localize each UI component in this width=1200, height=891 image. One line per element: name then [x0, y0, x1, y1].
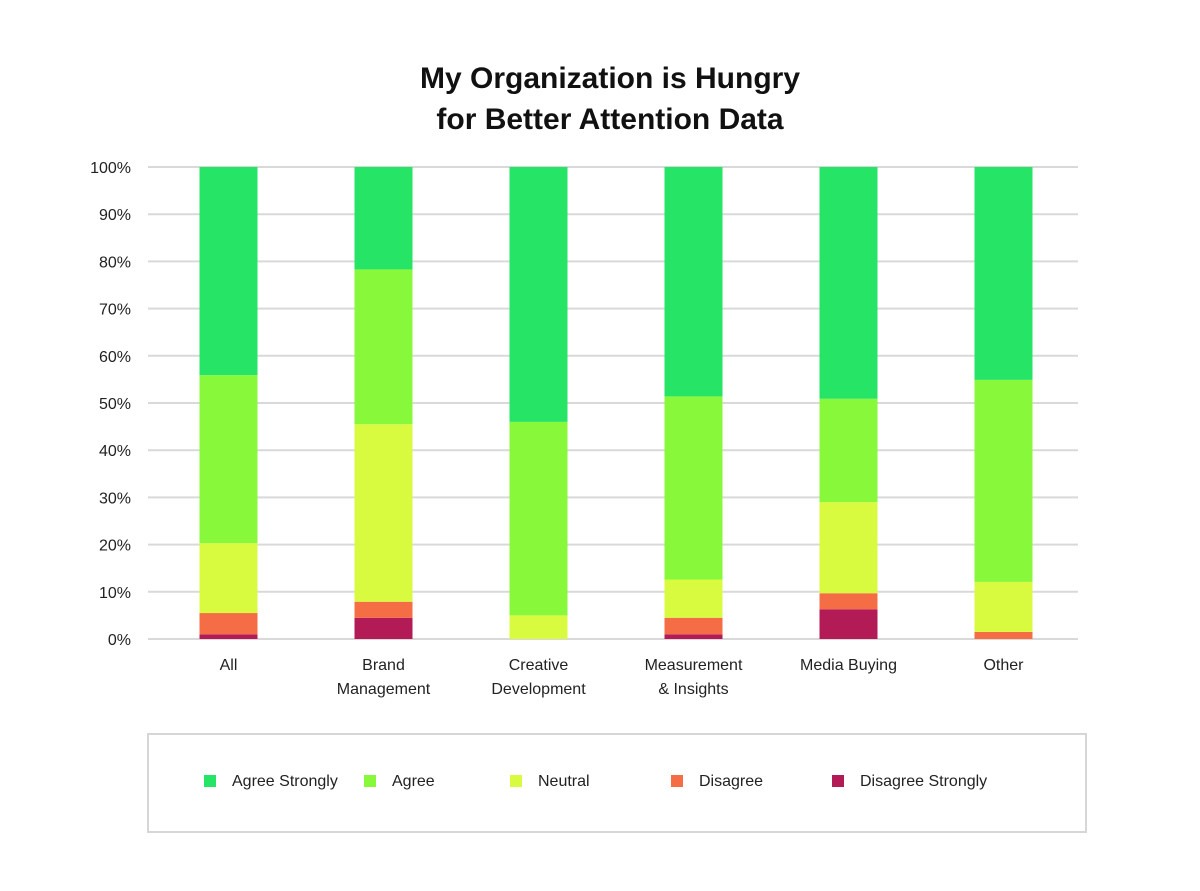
legend-swatch — [510, 775, 522, 787]
legend-item: Neutral — [510, 773, 590, 790]
bar-segment — [819, 502, 878, 594]
bar-segment — [664, 579, 723, 618]
bar-segment — [819, 609, 878, 639]
bar-segment — [199, 634, 258, 639]
legend: Agree Strongly Agree Neutral Disagree Disagr… — [204, 773, 987, 790]
bar-segment — [509, 167, 568, 422]
bar-segment — [664, 167, 723, 397]
x-category-label: Measurement — [645, 657, 743, 674]
y-tick-label: 90% — [99, 207, 131, 224]
bar-segment — [354, 269, 413, 425]
bar-segment — [509, 421, 568, 616]
y-tick-label: 10% — [99, 585, 131, 602]
legend-box — [147, 733, 1087, 833]
bar-segment — [819, 167, 878, 399]
y-axis-ticks: 0% 10% 20% 30% 40% 50% 60% 70% 80% 90% 100% — [90, 160, 131, 649]
x-category-label: Management — [337, 681, 431, 698]
x-category-label: All — [220, 657, 238, 674]
bar-segment — [509, 615, 568, 639]
legend-label: Disagree Strongly — [860, 773, 987, 790]
y-tick-label: 60% — [99, 349, 131, 366]
bar-segment — [354, 617, 413, 639]
bar-segment — [354, 167, 413, 270]
x-category-label: Development — [491, 681, 586, 698]
legend-item: Disagree Strongly — [832, 773, 987, 790]
bar-segment — [199, 167, 258, 376]
y-tick-label: 50% — [99, 396, 131, 413]
bar-segment — [199, 375, 258, 544]
bar-segment — [664, 396, 723, 580]
y-tick-label: 100% — [90, 160, 131, 177]
chart-title-line-2: for Better Attention Data — [436, 103, 784, 136]
bar-segment — [199, 613, 258, 635]
x-axis-labels: All Brand Management Creative Development Mea… — [220, 657, 1025, 698]
y-tick-label: 0% — [108, 632, 131, 649]
legend-swatch — [671, 775, 683, 787]
y-tick-label: 80% — [99, 254, 131, 271]
bar-segment — [974, 167, 1033, 380]
legend-label: Neutral — [538, 773, 590, 790]
legend-swatch — [832, 775, 844, 787]
y-tick-label: 20% — [99, 538, 131, 555]
bar-segment — [664, 617, 723, 635]
bar-segment — [974, 581, 1033, 632]
bar-segment — [354, 601, 413, 618]
legend-item: Disagree — [671, 773, 763, 790]
bar-segment — [664, 634, 723, 639]
legend-label: Agree — [392, 773, 435, 790]
bar-segment — [974, 631, 1033, 639]
legend-swatch — [364, 775, 376, 787]
legend-swatch — [204, 775, 216, 787]
chart-title-line-1: My Organization is Hungry — [420, 62, 800, 95]
bar-segment — [819, 593, 878, 610]
legend-label: Disagree — [699, 773, 763, 790]
bar-segment — [819, 398, 878, 503]
bar-segment — [974, 379, 1033, 582]
x-category-label: Brand — [362, 657, 405, 674]
x-category-label: & Insights — [658, 681, 728, 698]
bars — [199, 167, 1033, 639]
y-tick-label: 70% — [99, 302, 131, 319]
chart-title: My Organization is Hungry for Better Atte… — [420, 62, 800, 136]
y-tick-label: 30% — [99, 490, 131, 507]
bar-segment — [354, 424, 413, 602]
x-category-label: Other — [983, 657, 1024, 674]
legend-label: Agree Strongly — [232, 773, 338, 790]
y-tick-label: 40% — [99, 443, 131, 460]
x-category-label: Media Buying — [800, 657, 897, 674]
grid-lines — [148, 166, 1078, 640]
x-category-label: Creative — [509, 657, 569, 674]
legend-item: Agree Strongly — [204, 773, 338, 790]
legend-item: Agree — [364, 773, 435, 790]
bar-segment — [199, 543, 258, 614]
